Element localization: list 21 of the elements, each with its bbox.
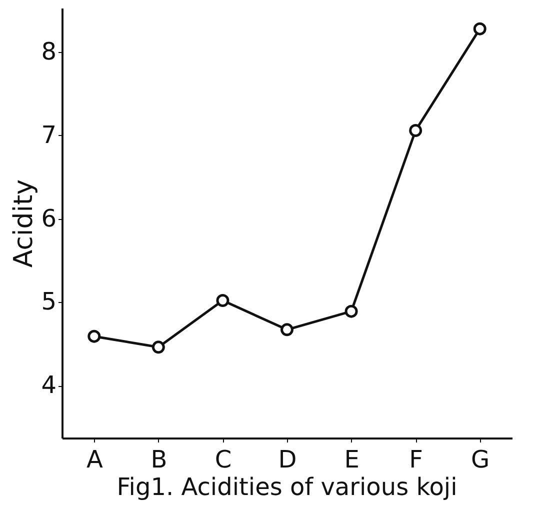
x-tick-label: C	[214, 446, 232, 474]
y-tick-label: 6	[41, 204, 56, 232]
y-tick-label: 4	[41, 371, 56, 399]
y-tick-label: 8	[41, 38, 56, 66]
point	[473, 22, 486, 36]
point	[88, 330, 101, 343]
x-tick-label: B	[150, 446, 168, 474]
x-tick-label: G	[471, 446, 490, 474]
x-tick-label: A	[86, 446, 104, 474]
point	[216, 294, 230, 307]
y-tick-label: 5	[41, 288, 56, 316]
x-tick-label: F	[409, 446, 423, 474]
x-tick-label: E	[344, 446, 360, 474]
text: Fig1. Acidities of various koji	[116, 473, 458, 501]
point	[280, 323, 294, 336]
point	[344, 304, 358, 318]
x-tick-label: D	[278, 446, 297, 474]
y-axis-title: Acidity	[9, 179, 40, 268]
y-tick-label: 7	[41, 121, 56, 149]
point	[152, 340, 165, 354]
point	[409, 124, 422, 137]
